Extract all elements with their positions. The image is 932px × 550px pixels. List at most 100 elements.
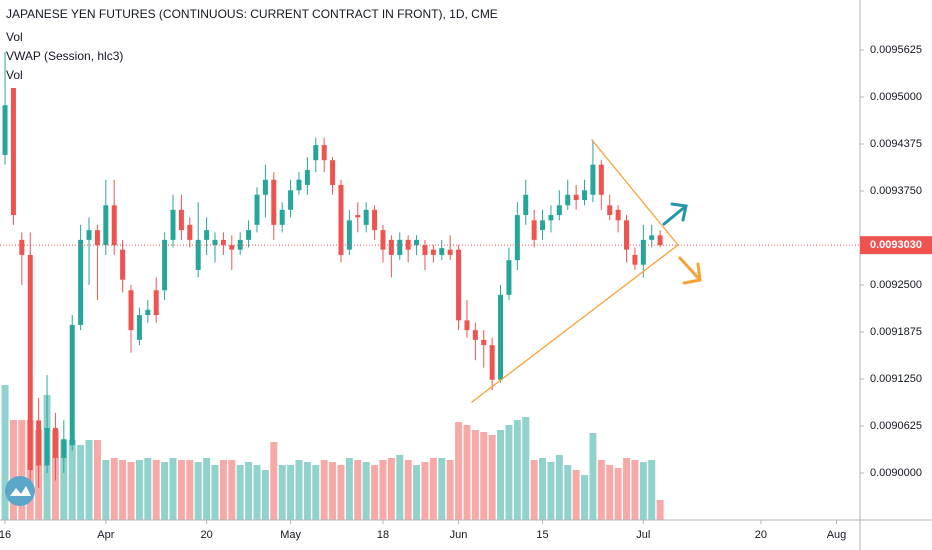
- volume-bar: [455, 422, 463, 520]
- candles: [2, 51, 663, 489]
- candle-body: [540, 220, 546, 231]
- candle-body: [414, 239, 420, 246]
- volume-bar: [110, 458, 118, 520]
- volume-bar: [152, 460, 160, 520]
- volume-bar: [228, 460, 236, 520]
- y-tick-label: 0.0091875: [870, 326, 922, 338]
- volume-bar: [261, 470, 269, 520]
- volume-bar: [547, 462, 555, 520]
- candle-body: [195, 239, 201, 270]
- volume-bar: [589, 433, 597, 520]
- candle-body: [481, 339, 487, 346]
- candle-body: [649, 235, 655, 240]
- volume-bar: [85, 440, 93, 520]
- y-tick-label: 0.0090625: [870, 420, 922, 432]
- volume-bar: [379, 460, 387, 520]
- candle-body: [657, 235, 663, 246]
- candle-body: [120, 249, 126, 280]
- candle-body: [288, 190, 294, 210]
- x-tick-label: Aug: [827, 529, 847, 541]
- candle-body: [19, 239, 25, 255]
- volume-bar: [463, 425, 471, 520]
- candle-body: [187, 224, 193, 240]
- trend-line: [471, 244, 679, 403]
- volume-bar: [127, 462, 135, 520]
- x-tick-label: Jun: [450, 529, 468, 541]
- candle-body: [94, 230, 100, 246]
- candle-body: [162, 239, 168, 291]
- volume-bar: [245, 462, 253, 520]
- volume-bar: [497, 430, 505, 520]
- volume-bar: [648, 460, 656, 520]
- chart-title: JAPANESE YEN FUTURES (CONTINUOUS: CURREN…: [6, 7, 498, 21]
- volume-bar: [522, 417, 530, 520]
- volume-bar: [396, 455, 404, 520]
- candle-body: [44, 427, 50, 466]
- candle-body: [212, 239, 218, 246]
- candle-body: [615, 209, 621, 221]
- y-tick-label: 0.0092500: [870, 279, 922, 291]
- volume-bar: [186, 460, 194, 520]
- volume-bar: [404, 460, 412, 520]
- candle-body: [598, 164, 604, 195]
- candle-body: [380, 230, 386, 250]
- volume-bar: [505, 425, 513, 520]
- candle-body: [103, 205, 109, 246]
- candle-body: [279, 209, 285, 225]
- candle-body: [523, 194, 529, 216]
- x-tick-label: 18: [377, 529, 389, 541]
- volume-bar: [278, 465, 286, 520]
- candle-body: [36, 420, 42, 466]
- candle-body: [346, 220, 352, 250]
- y-tick-label: 0.0091250: [870, 373, 922, 385]
- x-tick-label: Jul: [636, 529, 650, 541]
- candle-body: [313, 145, 319, 161]
- volume-bar: [329, 462, 337, 520]
- volume-bar: [572, 470, 580, 520]
- volume-bar: [270, 442, 278, 520]
- candle-body: [271, 179, 277, 225]
- candle-body: [582, 190, 588, 201]
- volume-bar: [429, 458, 437, 520]
- candle-body: [632, 254, 638, 265]
- volume-bar: [345, 458, 353, 520]
- candle-body: [363, 209, 369, 225]
- volume-bar: [530, 460, 538, 520]
- candle-body: [338, 184, 344, 255]
- y-tick-label: 0.0095000: [870, 91, 922, 103]
- candle-body: [304, 169, 310, 185]
- candle-body: [254, 194, 260, 225]
- candle-body: [531, 220, 537, 240]
- candle-body: [2, 105, 8, 155]
- x-tick-label: 20: [755, 529, 767, 541]
- volume-bar: [539, 458, 547, 520]
- candle-body: [640, 239, 646, 265]
- indicator-label: Vol: [6, 30, 23, 44]
- volume-bar: [413, 465, 421, 520]
- volume-bar: [169, 458, 177, 520]
- candle-body: [61, 439, 67, 458]
- candle-body: [128, 290, 134, 331]
- candle-body: [220, 239, 226, 246]
- up-arrow: [662, 202, 688, 226]
- volume-bar: [488, 435, 496, 520]
- candle-body: [607, 205, 613, 216]
- x-tick-label: 20: [200, 529, 212, 541]
- volume-bar: [203, 458, 211, 520]
- candle-body: [246, 230, 252, 240]
- volume-bar: [623, 458, 631, 520]
- last-price-box: [860, 236, 932, 255]
- candle-body: [456, 249, 462, 321]
- candle-body: [145, 309, 151, 316]
- candle-body: [178, 209, 184, 231]
- volume-bar: [581, 475, 589, 520]
- volume-bar: [387, 458, 395, 520]
- y-tick-label: 0.0095625: [870, 44, 922, 56]
- candle-body: [355, 215, 361, 218]
- logo-circle: [5, 476, 35, 506]
- candle-body: [330, 160, 336, 185]
- candle-body: [624, 220, 630, 250]
- volume-bar: [211, 465, 219, 520]
- y-tick-label: 0.0094375: [870, 138, 922, 150]
